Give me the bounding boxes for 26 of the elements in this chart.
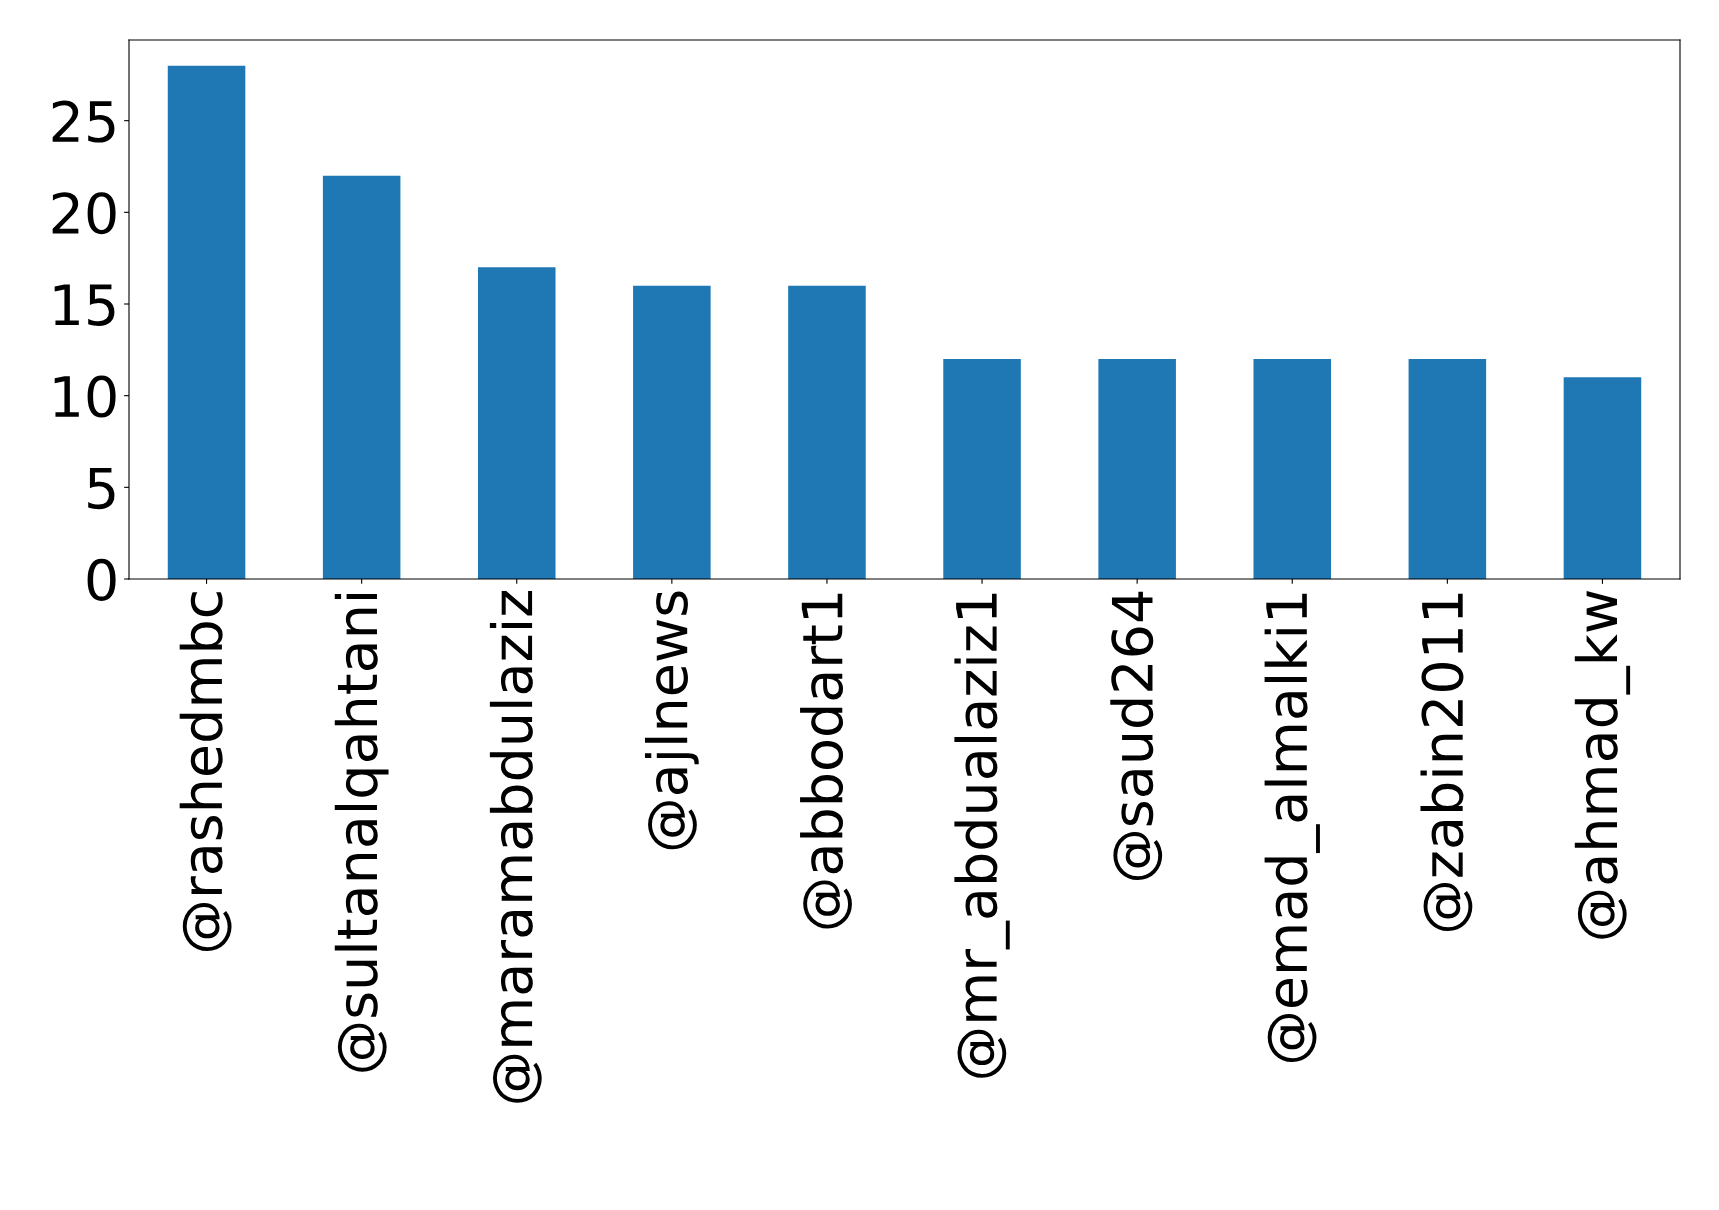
x-tick-label: @emad_almalki1 [1264, 593, 1320, 1063]
x-tick-label: @mr_abdualaziz1 [954, 593, 1010, 1078]
x-tick-label: @ajlnews [644, 591, 699, 850]
bar [167, 65, 246, 579]
bar [1563, 377, 1642, 579]
x-tick-label: @saud264 [1110, 591, 1163, 881]
bar [1408, 359, 1487, 579]
bar [788, 285, 866, 579]
bar [633, 285, 711, 579]
y-tick-label: 15 [54, 284, 115, 326]
bar [1098, 359, 1176, 579]
y-tick-label: 0 [87, 558, 116, 601]
bar [943, 359, 1021, 579]
y-tick-label: 5 [88, 467, 115, 510]
x-tick-label: @ahmad_kw [1574, 591, 1631, 939]
bar [322, 175, 401, 579]
y-tick-label: 25 [52, 100, 115, 143]
x-tick-label: @abbodart1 [800, 593, 852, 929]
x-tick-label: @zabin2011 [1420, 593, 1473, 932]
x-tick-label: @sultanalqahtani [334, 593, 389, 1072]
bar [477, 267, 556, 579]
y-tick-label: 20 [52, 192, 116, 235]
x-tick-label: @maramabdulaziz [489, 591, 542, 1103]
x-tick-label: @rashedmbc [179, 592, 232, 952]
bar [1253, 359, 1332, 579]
y-tick-label: 10 [54, 375, 116, 418]
